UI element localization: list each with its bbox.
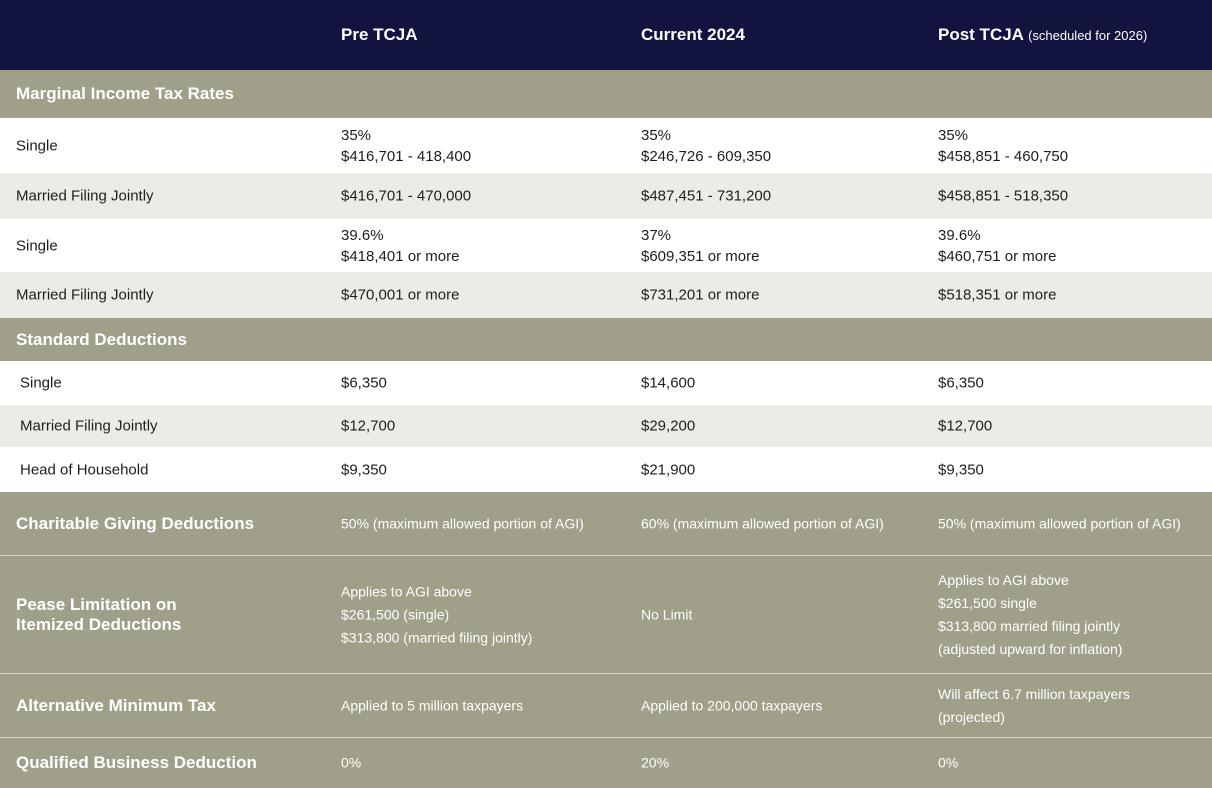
cell-pre: $6,350 (341, 374, 387, 392)
cell-current: 37% $609,351 or more (641, 226, 760, 265)
row-label: Alternative Minimum Tax (16, 695, 216, 715)
col-header-pre-tcja: Pre TCJA (341, 25, 418, 44)
row-label: Single (16, 137, 58, 154)
cell-pre: $9,350 (341, 461, 387, 478)
cell-pre: 0% (341, 754, 362, 771)
cell-current: No Limit (641, 606, 693, 622)
row-label: Charitable Giving Deductions (16, 513, 255, 533)
table-row: Married Filing Jointly $470,001 or more … (0, 272, 1212, 318)
table-row-amt: Alternative Minimum Tax Applied to 5 mil… (0, 673, 1212, 737)
table-row-charitable: Charitable Giving Deductions 50% (maximu… (0, 492, 1212, 555)
table-row: Head of Household $9,350 $21,900 $9,350 (0, 447, 1212, 492)
cell-current: 60% (maximum allowed portion of AGI) (641, 515, 884, 531)
col-header-post-tcja: Post TCJA (scheduled for 2026) (938, 25, 1148, 44)
cell-current: $29,200 (641, 417, 696, 435)
cell-pre: $12,700 (341, 417, 396, 435)
row-label: Qualified Business Deduction (16, 753, 257, 772)
cell-post: $458,851 - 518,350 (938, 187, 1069, 205)
cell-current: 20% (641, 754, 670, 771)
section-title: Standard Deductions (16, 329, 187, 349)
cell-current: 35% $246,726 - 609,350 (641, 126, 772, 165)
section-header-marginal: Marginal Income Tax Rates (0, 70, 1212, 118)
section-header-standard: Standard Deductions (0, 318, 1212, 361)
cell-post: $6,350 (938, 374, 984, 392)
table-row: Single 35% $416,701 - 418,400 35% $246,726… (0, 118, 1212, 173)
row-label: Head of Household (20, 461, 149, 478)
cell-post: $9,350 (938, 461, 984, 478)
table-row: Single $6,350 $14,600 $6,350 (0, 361, 1212, 405)
cell-post: $12,700 (938, 417, 993, 435)
cell-pre: 50% (maximum allowed portion of AGI) (341, 515, 584, 531)
table-row: Married Filing Jointly $12,700 $29,200 $… (0, 405, 1212, 447)
cell-current: $487,451 - 731,200 (641, 187, 772, 205)
section-title: Marginal Income Tax Rates (16, 84, 234, 103)
cell-current: Applied to 200,000 taxpayers (641, 697, 823, 713)
table-row: Single 39.6% $418,401 or more 37% $609,351… (0, 219, 1212, 272)
cell-post: 39.6% $460,751 or more (938, 226, 1057, 265)
table-row: Married Filing Jointly $416,701 - 470,00… (0, 173, 1212, 219)
cell-current: $21,900 (641, 461, 696, 478)
row-label: Single (20, 374, 62, 392)
cell-pre: 39.6% $418,401 or more (341, 226, 460, 265)
cell-post: $518,351 or more (938, 286, 1057, 304)
cell-pre: $416,701 - 470,000 (341, 187, 472, 205)
cell-post: 50% (maximum allowed portion of AGI) (938, 515, 1181, 531)
table-header: Pre TCJA Current 2024 Post TCJA (schedul… (0, 0, 1212, 70)
cell-pre: Applies to AGI above $261,500 (single) $31… (341, 583, 533, 645)
row-label: Married Filing Jointly (16, 187, 154, 205)
cell-post: 0% (938, 754, 959, 771)
post-tcja-note: (scheduled for 2026) (1028, 28, 1148, 43)
row-label: Married Filing Jointly (16, 286, 154, 304)
cell-pre: 35% $416,701 - 418,400 (341, 126, 472, 165)
table-row-pease: Pease Limitation on Itemized Deductions A… (0, 555, 1212, 673)
cell-current: $731,201 or more (641, 286, 760, 304)
cell-post: 35% $458,851 - 460,750 (938, 126, 1069, 165)
cell-pre: $470,001 or more (341, 286, 460, 304)
row-label: Pease Limitation on Itemized Deductions (16, 594, 182, 634)
cell-current: $14,600 (641, 374, 696, 392)
table-row-qbd: Qualified Business Deduction 0% 20% 0% (0, 737, 1212, 788)
cell-post: Will affect 6.7 million taxpayers (projec… (938, 685, 1130, 725)
cell-post: Applies to AGI above $261,500 single $313,… (938, 571, 1123, 657)
row-label: Married Filing Jointly (20, 417, 158, 435)
cell-pre: Applied to 5 million taxpayers (341, 697, 524, 713)
col-header-current-2024: Current 2024 (641, 25, 745, 44)
row-label: Single (16, 237, 58, 254)
